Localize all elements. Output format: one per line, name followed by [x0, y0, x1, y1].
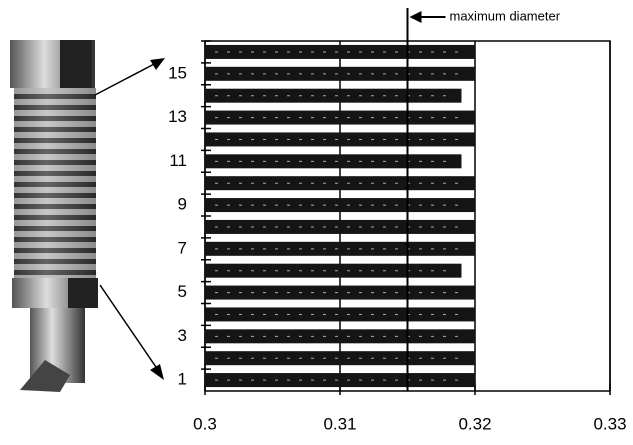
y-tick-label: 9 — [178, 195, 187, 214]
annotation-arrowhead — [409, 11, 422, 23]
y-tick-label: 7 — [178, 238, 187, 257]
bar — [205, 351, 475, 366]
bar — [205, 307, 475, 322]
bar — [205, 44, 475, 59]
annotation-text: maximum diameter — [450, 8, 561, 23]
bar — [205, 285, 475, 300]
bar — [205, 154, 462, 169]
y-tick-label: 15 — [168, 63, 187, 82]
x-tick-label: 0.32 — [458, 414, 491, 433]
bar — [205, 176, 475, 191]
x-tick-label: 0.3 — [193, 414, 217, 433]
y-tick-label: 5 — [178, 282, 187, 301]
bar — [205, 329, 475, 344]
x-tick-label: 0.33 — [593, 414, 626, 433]
y-tick-label: 3 — [178, 326, 187, 345]
bar — [205, 373, 475, 388]
bar — [205, 219, 475, 234]
bar — [205, 198, 475, 213]
y-tick-label: 1 — [178, 370, 187, 389]
bar — [205, 66, 475, 81]
bar — [205, 241, 475, 256]
x-tick-label: 0.31 — [323, 414, 356, 433]
bellows-photo — [10, 40, 165, 392]
bar — [205, 132, 475, 147]
bar — [205, 88, 462, 103]
bar — [205, 110, 475, 125]
bar — [205, 263, 462, 278]
y-tick-label: 11 — [169, 151, 187, 170]
y-tick-label: 13 — [168, 107, 187, 126]
